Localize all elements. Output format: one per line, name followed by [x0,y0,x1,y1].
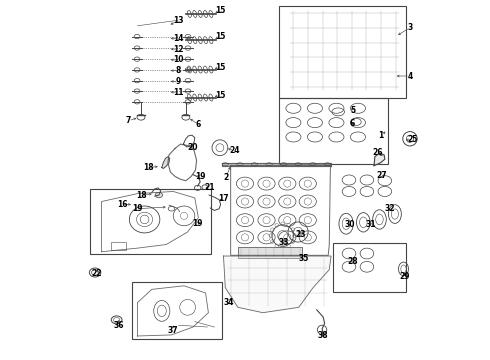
Text: 10: 10 [173,55,184,64]
Bar [90,189,211,253]
Text: 22: 22 [91,269,101,278]
Ellipse shape [155,192,163,198]
Text: 21: 21 [204,183,215,192]
Text: 27: 27 [376,171,387,180]
Text: 6: 6 [196,120,201,129]
Bar [111,242,126,250]
Text: 16: 16 [117,200,127,209]
Text: 36: 36 [114,321,124,330]
Bar [333,243,406,292]
Text: 35: 35 [299,254,309,263]
Text: 5: 5 [350,105,355,114]
Text: 9: 9 [176,77,181,86]
Text: 23: 23 [295,230,306,239]
Polygon shape [223,256,331,313]
Text: 2: 2 [223,173,229,182]
Bar [132,282,221,338]
Text: 15: 15 [215,32,225,41]
Text: 38: 38 [318,332,328,341]
Text: 1: 1 [379,131,384,140]
Text: 12: 12 [173,45,184,54]
Polygon shape [374,153,385,166]
Polygon shape [221,163,331,166]
Text: 6: 6 [350,119,355,128]
Text: 28: 28 [347,257,358,266]
Text: 7: 7 [126,116,131,125]
Text: 25: 25 [407,135,417,144]
Text: 31: 31 [366,220,376,229]
Text: 3: 3 [407,23,413,32]
Bar [238,247,302,258]
Text: 26: 26 [372,148,383,157]
Text: 29: 29 [399,271,410,280]
Text: 20: 20 [188,143,198,152]
Text: 11: 11 [173,87,184,96]
Text: 17: 17 [218,194,229,203]
Text: 8: 8 [176,66,181,75]
Text: 15: 15 [215,90,225,99]
Text: 19: 19 [132,204,143,213]
Text: 32: 32 [385,204,395,213]
Text: 18: 18 [143,163,153,172]
Bar [279,98,389,164]
Text: 30: 30 [344,220,355,229]
Text: 4: 4 [407,72,413,81]
Text: 15: 15 [215,63,225,72]
Text: 15: 15 [215,6,225,15]
Bar [279,6,406,98]
Text: 33: 33 [278,238,289,247]
Text: 34: 34 [223,298,234,307]
Text: 19: 19 [193,219,203,228]
Text: 13: 13 [173,16,184,25]
Text: 14: 14 [173,34,184,43]
Polygon shape [162,157,170,168]
Text: 24: 24 [229,146,240,155]
Text: 18: 18 [136,190,147,199]
Text: 19: 19 [195,172,205,181]
Text: 37: 37 [168,326,178,335]
